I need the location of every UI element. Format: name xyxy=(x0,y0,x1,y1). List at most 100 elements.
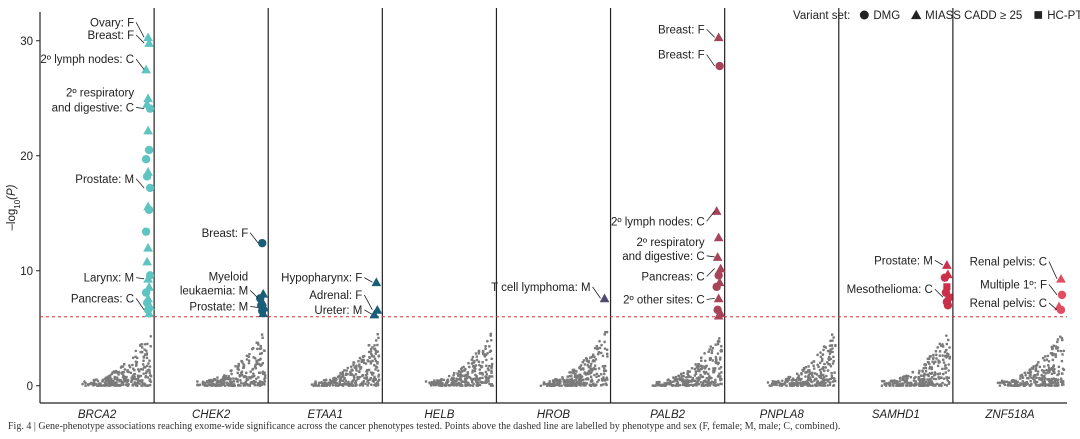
background-point xyxy=(808,371,811,374)
background-point xyxy=(121,365,125,368)
background-point xyxy=(883,379,886,383)
background-point xyxy=(133,373,136,376)
background-point xyxy=(598,339,601,343)
background-point xyxy=(1032,375,1036,378)
background-point xyxy=(485,358,488,362)
background-point xyxy=(1050,368,1053,371)
background-point xyxy=(897,384,900,387)
point-label: leukaemia: M xyxy=(180,285,248,297)
background-point xyxy=(695,377,699,380)
background-point xyxy=(588,383,591,386)
background-point xyxy=(601,354,605,358)
legend-marker xyxy=(910,9,922,20)
background-point xyxy=(821,384,824,387)
background-point xyxy=(1034,369,1038,373)
background-point xyxy=(365,377,368,381)
background-point xyxy=(674,375,678,379)
background-point xyxy=(581,361,584,364)
background-point xyxy=(361,355,365,359)
background-point xyxy=(550,382,553,386)
background-point xyxy=(331,383,335,387)
background-point xyxy=(558,378,562,382)
background-point xyxy=(691,384,695,387)
background-point xyxy=(920,382,923,385)
background-point xyxy=(134,360,138,363)
background-point xyxy=(708,357,712,360)
background-point xyxy=(101,378,105,382)
background-point xyxy=(474,352,478,355)
background-point xyxy=(563,379,567,383)
background-point xyxy=(789,384,793,387)
background-point xyxy=(944,371,948,374)
background-point xyxy=(719,375,722,378)
background-point xyxy=(830,333,834,336)
background-point xyxy=(941,367,944,371)
background-point xyxy=(322,379,326,382)
background-point xyxy=(600,373,603,376)
background-point xyxy=(834,344,837,347)
background-point xyxy=(488,376,491,379)
background-point xyxy=(1052,371,1056,374)
background-point xyxy=(707,379,710,383)
legend-entry-label: HC-PTVs xyxy=(1047,10,1080,22)
background-point xyxy=(593,373,596,377)
background-point xyxy=(715,383,718,387)
background-point xyxy=(589,362,593,366)
background-point xyxy=(365,370,369,373)
background-point xyxy=(550,384,554,387)
background-point xyxy=(1046,354,1050,358)
background-point xyxy=(360,381,364,384)
background-point xyxy=(944,349,948,352)
background-point xyxy=(804,375,807,378)
background-point xyxy=(256,382,260,385)
background-point xyxy=(123,377,126,381)
background-point xyxy=(827,362,830,366)
background-point xyxy=(257,371,261,374)
background-point xyxy=(486,376,489,380)
background-point xyxy=(1010,379,1014,382)
point-label: Breast: F xyxy=(658,50,705,62)
background-point xyxy=(434,383,438,387)
background-point xyxy=(260,333,264,336)
background-point xyxy=(829,350,833,354)
background-point xyxy=(716,352,720,355)
label-leader xyxy=(706,268,715,277)
background-point xyxy=(690,379,694,382)
background-point xyxy=(577,383,581,386)
background-point xyxy=(568,375,572,378)
background-point xyxy=(819,371,823,374)
background-point xyxy=(322,384,325,387)
background-point xyxy=(1057,370,1061,373)
figure-caption: Fig. 4 | Gene-phenotype associations rea… xyxy=(8,421,841,432)
background-point xyxy=(103,381,107,384)
background-point xyxy=(697,362,701,366)
background-point xyxy=(90,381,93,385)
background-point xyxy=(333,376,336,380)
background-point xyxy=(481,361,484,364)
background-point xyxy=(247,355,251,359)
background-point xyxy=(681,383,685,387)
background-point xyxy=(913,376,916,380)
background-point xyxy=(113,375,117,379)
background-point xyxy=(460,370,464,373)
background-point xyxy=(358,363,361,366)
background-point xyxy=(895,383,899,387)
background-point xyxy=(142,359,145,363)
background-point xyxy=(359,366,363,369)
background-point xyxy=(1062,368,1066,371)
point-label: 2º other sites: C xyxy=(623,295,705,307)
background-point xyxy=(248,353,251,356)
background-point xyxy=(585,382,588,385)
background-point xyxy=(133,375,136,379)
background-point xyxy=(566,375,569,378)
background-point xyxy=(237,368,241,371)
background-point xyxy=(245,382,248,386)
y-tick-label: 10 xyxy=(20,266,33,278)
background-point xyxy=(1009,382,1012,386)
background-point xyxy=(595,372,599,376)
background-point xyxy=(250,347,254,351)
background-point xyxy=(434,381,438,384)
background-point xyxy=(354,366,358,370)
background-point xyxy=(118,384,121,387)
background-point xyxy=(929,365,932,369)
